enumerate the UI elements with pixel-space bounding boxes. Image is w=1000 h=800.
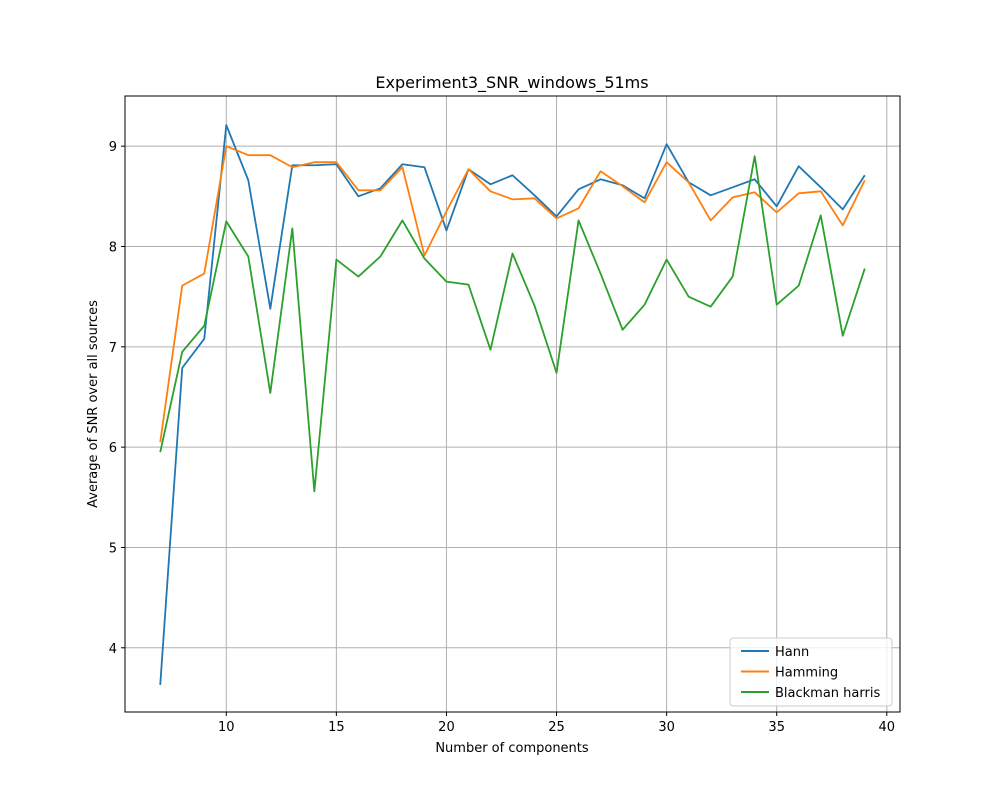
- legend-label: Hamming: [775, 666, 838, 681]
- y-tick-label: 9: [109, 140, 117, 155]
- y-tick-label: 6: [109, 441, 117, 456]
- y-tick-label: 7: [109, 341, 117, 356]
- series-line-blackman-harris: [159, 155, 866, 493]
- y-tick-label: 5: [109, 541, 117, 556]
- plot-frame: [124, 95, 901, 713]
- legend: Hann Hamming Blackman harris: [729, 637, 893, 707]
- x-tick-label: 35: [768, 720, 785, 735]
- series-line-hann: [159, 124, 866, 685]
- y-axis-label: Average of SNR over all sources: [86, 300, 101, 508]
- x-tick-label: 30: [658, 720, 675, 735]
- grid: [125, 96, 900, 712]
- x-tick-label: 15: [328, 720, 345, 735]
- x-axis-label: Number of components: [435, 741, 589, 756]
- chart-title: Experiment3_SNR_windows_51ms: [375, 73, 648, 93]
- x-tick-label: 40: [879, 720, 896, 735]
- legend-label: Blackman harris: [775, 686, 880, 701]
- y-tick-label: 4: [109, 642, 117, 657]
- series-lines: [159, 124, 866, 685]
- x-tick-label: 10: [218, 720, 235, 735]
- legend-box: [729, 637, 893, 707]
- y-tick-label: 8: [109, 240, 117, 255]
- x-axis: 10 15 20 25 30 35 40: [218, 712, 895, 735]
- x-tick-label: 20: [438, 720, 455, 735]
- y-axis: 4 5 6 7 8 9: [109, 140, 125, 657]
- x-tick-label: 25: [548, 720, 565, 735]
- legend-label: Hann: [775, 645, 809, 660]
